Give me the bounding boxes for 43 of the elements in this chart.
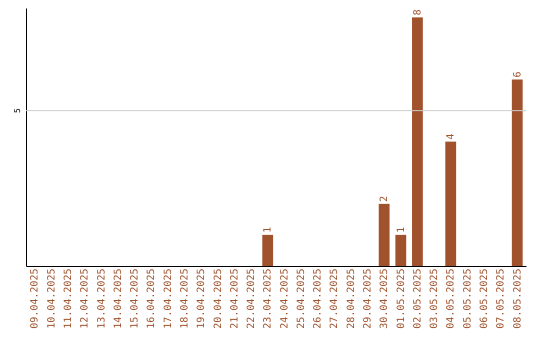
bar [445, 142, 456, 266]
bar [378, 204, 390, 266]
x-tick-label: 20.04.2025 [212, 268, 224, 329]
x-tick-label: 18.04.2025 [179, 268, 190, 329]
x-tick-label: 15.04.2025 [130, 268, 141, 329]
x-tick-label: 19.04.2025 [196, 268, 208, 329]
x-tick-label: 05.05.2025 [462, 268, 474, 329]
bar [262, 234, 274, 266]
x-tick-label: 27.04.2025 [329, 268, 340, 329]
x-tick-label: 17.04.2025 [162, 268, 174, 329]
x-tick-label: 16.04.2025 [146, 268, 158, 329]
x-tick-label: 01.05.2025 [396, 268, 407, 329]
x-tick-label: 06.05.2025 [478, 268, 490, 329]
x-tick-label: 30.04.2025 [379, 268, 390, 329]
x-tick-label: 07.05.2025 [496, 268, 507, 329]
data-label: 6 [512, 71, 524, 78]
data-label: 1 [262, 226, 274, 233]
x-tick-label: 21.04.2025 [229, 268, 240, 329]
data-label: 2 [379, 196, 390, 202]
x-tick-label: 10.04.2025 [46, 268, 58, 329]
x-tick-label: 03.05.2025 [429, 268, 440, 329]
ref-line-label: 5 [13, 108, 22, 113]
x-tick-label: 12.04.2025 [80, 268, 91, 329]
x-tick-label: 29.04.2025 [362, 268, 374, 329]
x-tick-label: 24.04.2025 [279, 268, 290, 329]
x-tick-label: 04.05.2025 [446, 268, 457, 329]
x-tick-label: 13.04.2025 [96, 268, 108, 329]
x-tick-label: 23.04.2025 [262, 268, 274, 329]
x-tick-label: 25.04.2025 [296, 268, 307, 329]
x-tick-label: 28.04.2025 [346, 268, 357, 329]
x-tick-label: 08.05.2025 [512, 268, 524, 329]
bar [512, 79, 523, 266]
data-label: 8 [412, 9, 424, 16]
x-tick-label: 09.04.2025 [30, 268, 41, 329]
bar [412, 17, 423, 266]
x-tick-label: 11.04.2025 [63, 268, 74, 329]
x-tick-label: 22.04.2025 [246, 268, 258, 329]
bar [395, 234, 406, 266]
data-label: 1 [396, 226, 407, 233]
x-tick-label: 14.04.2025 [112, 268, 124, 329]
data-label: 4 [446, 134, 457, 140]
x-tick-label: 02.05.2025 [412, 268, 424, 329]
x-tick-label: 26.04.2025 [312, 268, 324, 329]
